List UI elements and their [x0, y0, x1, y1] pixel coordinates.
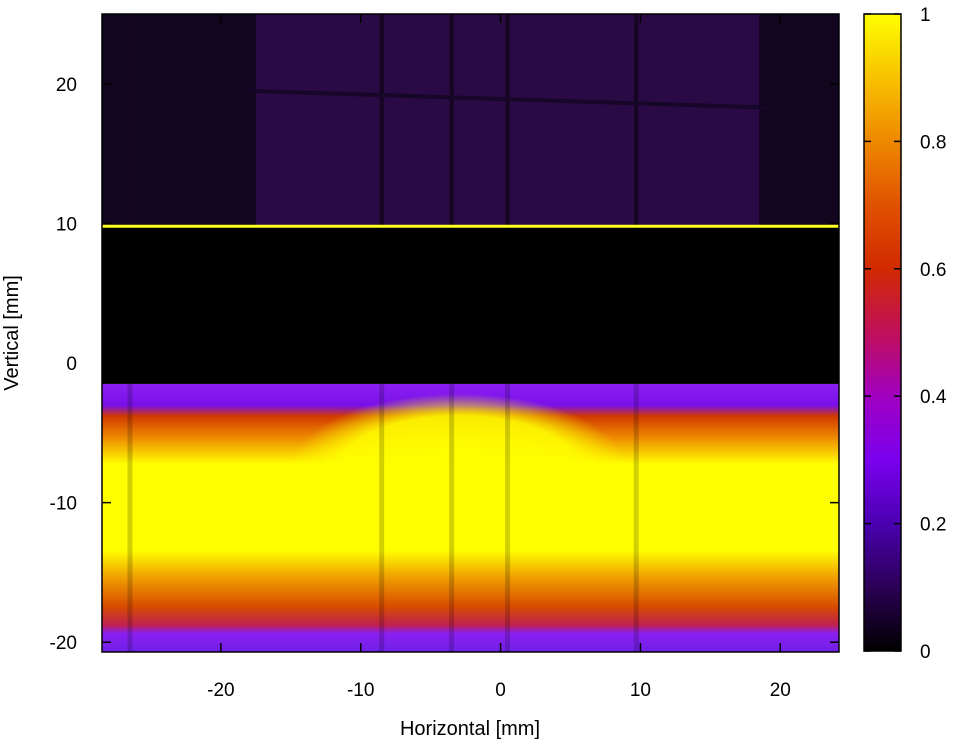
- colorbar-ticks: 0 0.2 0.4 0.6 0.8 1: [864, 5, 947, 663]
- colorbar-frame: [863, 13, 902, 652]
- y-tick-label: 10: [56, 214, 77, 235]
- colorbar-tick-label: 0: [920, 642, 931, 663]
- y-axis-label: Vertical [mm]: [1, 275, 23, 391]
- x-axis-ticks: -20 -10 0 10 20: [207, 14, 791, 701]
- x-axis-label: Horizontal [mm]: [400, 718, 540, 740]
- y-tick-label: 0: [66, 354, 77, 375]
- y-tick-label: 20: [56, 75, 77, 96]
- y-axis-ticks: -20 -10 0 10 20: [50, 75, 839, 654]
- heatmap-image: [102, 14, 839, 652]
- wire-shadows: [127, 14, 639, 652]
- colorbar-tick-label: 1: [920, 5, 931, 26]
- x-tick-label: 10: [630, 680, 651, 701]
- x-tick-label: -10: [347, 680, 374, 701]
- y-tick-label: -20: [50, 633, 77, 654]
- x-tick-label: -20: [207, 680, 234, 701]
- upper-dark-edge-left: [102, 14, 256, 227]
- x-tick-label: 20: [770, 680, 791, 701]
- x-tick-label: 0: [495, 680, 506, 701]
- plot-frame: [101, 13, 840, 653]
- dark-gap-region: [102, 226, 839, 384]
- y-tick-label: -10: [50, 494, 77, 515]
- beam-bulge: [290, 393, 627, 542]
- colorbar-tick-label: 0.6: [920, 260, 946, 281]
- colorbar: [864, 14, 901, 651]
- colorbar-tick-label: 0.8: [920, 132, 946, 153]
- horizontal-wire-shadow: [248, 88, 767, 110]
- colorbar-tick-label: 0.2: [920, 515, 946, 536]
- upper-dark-edge-right: [759, 14, 839, 227]
- colorbar-tick-label: 0.4: [920, 387, 947, 408]
